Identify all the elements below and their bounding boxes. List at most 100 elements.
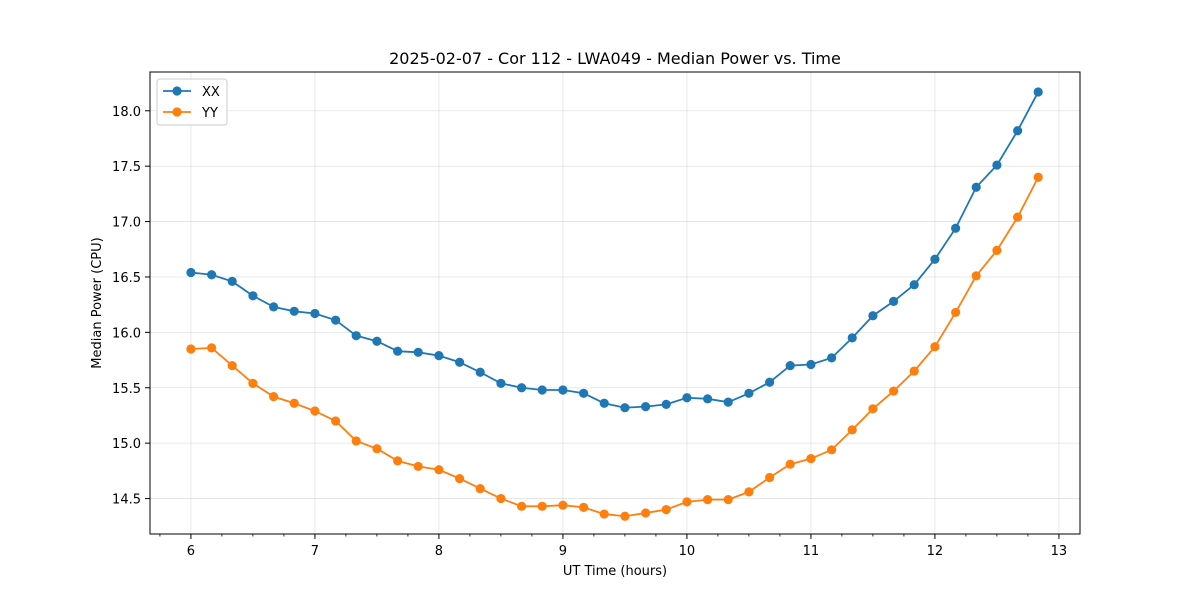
data-point-xx: [723, 397, 733, 407]
data-point-yy: [310, 406, 320, 416]
data-point-yy: [269, 392, 279, 402]
data-point-yy: [248, 378, 258, 388]
y-tick-label: 17.5: [112, 160, 141, 175]
data-point-xx: [434, 351, 444, 361]
grid: [150, 72, 1080, 534]
data-point-yy: [682, 497, 692, 507]
data-point-xx: [744, 388, 754, 398]
legend-marker-xx: [172, 86, 182, 96]
data-point-yy: [889, 386, 899, 396]
data-point-xx: [496, 378, 506, 388]
data-point-xx: [1033, 87, 1043, 97]
data-point-yy: [723, 495, 733, 505]
data-point-yy: [227, 360, 237, 371]
legend: XX YY: [156, 78, 228, 126]
data-point-xx: [248, 291, 258, 301]
data-point-yy: [930, 342, 940, 352]
data-point-xx: [413, 347, 423, 357]
data-point-xx: [641, 401, 651, 412]
data-point-yy: [413, 461, 423, 472]
data-point-yy: [641, 508, 651, 518]
data-point-xx: [930, 254, 940, 264]
series-layer: [186, 87, 1043, 521]
data-point-yy: [703, 495, 713, 505]
legend-label-yy: YY: [201, 106, 218, 121]
y-tick-label: 14.5: [112, 493, 141, 508]
data-point-xx: [475, 367, 485, 377]
y-tick-label: 17.0: [112, 216, 141, 231]
data-point-yy: [765, 472, 775, 483]
data-point-xx: [806, 359, 816, 370]
data-point-xx: [227, 276, 237, 286]
chart-title: 2025-02-07 - Cor 112 - LWA049 - Median P…: [389, 49, 841, 68]
x-tick-label: 11: [803, 544, 820, 559]
data-point-yy: [909, 366, 919, 376]
data-point-yy: [558, 500, 568, 510]
plot-frame: [149, 71, 1081, 535]
data-point-xx: [455, 357, 465, 367]
data-point-xx: [186, 267, 196, 278]
data-point-yy: [971, 271, 981, 281]
data-point-yy: [496, 493, 506, 504]
data-point-xx: [393, 346, 403, 356]
x-tick-label: 13: [1051, 544, 1068, 559]
legend-label-xx: XX: [202, 85, 220, 100]
data-point-xx: [207, 270, 217, 280]
data-point-xx: [620, 403, 630, 413]
data-point-xx: [599, 398, 609, 408]
y-axis-label: Median Power (CPU): [90, 237, 105, 368]
data-point-yy: [331, 416, 341, 426]
data-point-yy: [1013, 212, 1023, 222]
data-point-xx: [517, 383, 527, 393]
data-point-xx: [909, 280, 919, 290]
data-point-yy: [661, 505, 671, 515]
legend-marker-yy: [172, 107, 182, 117]
data-point-xx: [682, 393, 692, 403]
data-point-xx: [971, 182, 981, 192]
x-tick-label: 12: [927, 544, 944, 559]
x-tick-label: 6: [187, 544, 195, 559]
data-point-xx: [372, 336, 382, 346]
data-point-yy: [455, 474, 465, 484]
data-point-xx: [847, 333, 857, 343]
data-point-xx: [289, 306, 299, 316]
y-tick-label: 16.0: [112, 326, 141, 341]
y-tick-label: 15.5: [112, 382, 141, 397]
data-point-xx: [661, 399, 671, 409]
data-point-yy: [434, 465, 444, 475]
data-point-yy: [868, 404, 878, 414]
data-point-yy: [599, 509, 609, 519]
data-point-xx: [331, 315, 341, 325]
data-point-xx: [889, 296, 899, 306]
data-point-yy: [847, 425, 857, 435]
data-point-xx: [579, 388, 589, 398]
data-point-yy: [579, 502, 589, 513]
data-point-yy: [517, 501, 527, 511]
data-point-yy: [992, 245, 1002, 255]
data-point-xx: [765, 377, 775, 387]
x-tick-label: 10: [679, 544, 696, 559]
data-point-yy: [289, 398, 299, 408]
data-point-yy: [806, 454, 816, 464]
data-point-yy: [475, 483, 485, 494]
data-point-xx: [785, 360, 795, 371]
data-point-xx: [310, 308, 320, 319]
x-axis-label: UT Time (hours): [563, 564, 667, 579]
y-tick-label: 15.0: [112, 437, 141, 452]
data-point-xx: [703, 394, 713, 404]
data-point-xx: [537, 385, 547, 395]
data-point-xx: [951, 223, 961, 233]
data-point-yy: [951, 307, 961, 318]
data-point-xx: [351, 331, 361, 341]
data-point-yy: [785, 459, 795, 469]
x-tick-label: 8: [435, 544, 443, 559]
data-point-xx: [558, 385, 568, 395]
y-tick-label: 18.0: [112, 105, 141, 120]
data-point-yy: [620, 511, 630, 521]
data-point-yy: [207, 343, 217, 353]
data-point-xx: [868, 311, 878, 321]
data-point-yy: [537, 501, 547, 511]
data-point-yy: [351, 436, 361, 446]
